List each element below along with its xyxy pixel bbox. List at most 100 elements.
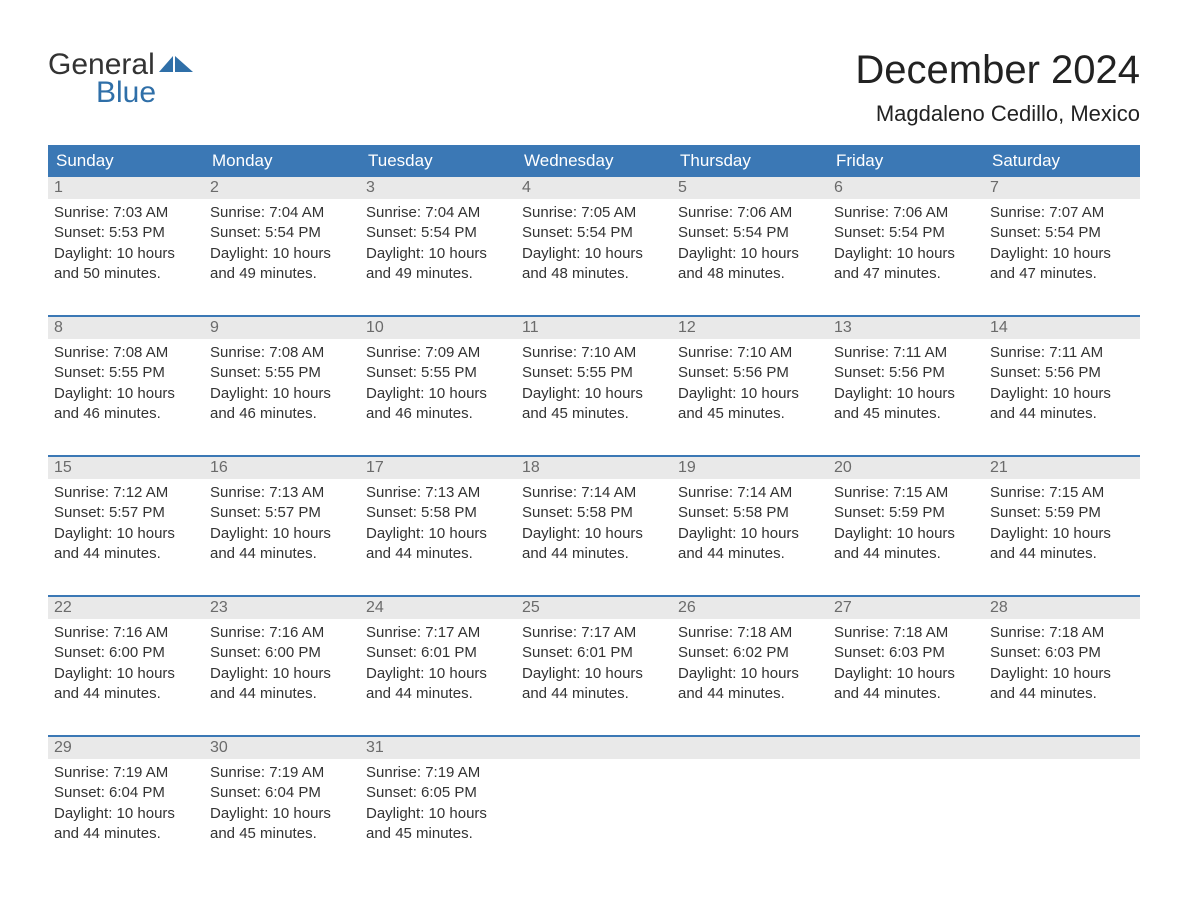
day-content: Sunrise: 7:16 AMSunset: 6:00 PMDaylight:… (204, 619, 360, 704)
daylight-line1: Daylight: 10 hours (210, 804, 354, 824)
day-number-row: . (516, 737, 672, 759)
daylight-line2: and 44 minutes. (366, 684, 510, 704)
day-content: Sunrise: 7:19 AMSunset: 6:04 PMDaylight:… (48, 759, 204, 844)
sunset-text: Sunset: 5:54 PM (834, 223, 978, 243)
day-number-row: 31 (360, 737, 516, 759)
day-number: 28 (990, 599, 1008, 616)
day-number-row: 20 (828, 457, 984, 479)
sunrise-text: Sunrise: 7:10 AM (522, 343, 666, 363)
week-row: 1Sunrise: 7:03 AMSunset: 5:53 PMDaylight… (48, 177, 1140, 297)
day-cell: 17 Sunrise: 7:13 AMSunset: 5:58 PMDayligh… (360, 457, 516, 577)
day-number-row: 8 (48, 317, 204, 339)
sunrise-text: Sunrise: 7:18 AM (678, 623, 822, 643)
daylight-line1: Daylight: 10 hours (54, 804, 198, 824)
day-number-row: 22 (48, 597, 204, 619)
daylight-line2: and 44 minutes. (678, 684, 822, 704)
sunrise-text: Sunrise: 7:16 AM (54, 623, 198, 643)
day-cell: . (672, 737, 828, 857)
day-number: 11 (522, 319, 539, 336)
day-cell: 8 Sunrise: 7:08 AMSunset: 5:55 PMDaylight… (48, 317, 204, 437)
day-cell: 25Sunrise: 7:17 AMSunset: 6:01 PMDayligh… (516, 597, 672, 717)
day-content: Sunrise: 7:08 AMSunset: 5:55 PMDaylight:… (48, 339, 204, 424)
daylight-line2: and 45 minutes. (522, 404, 666, 424)
day-content: Sunrise: 7:04 AMSunset: 5:54 PMDaylight:… (360, 199, 516, 284)
day-content: Sunrise: 7:15 AMSunset: 5:59 PMDaylight:… (984, 479, 1140, 564)
day-number-row: 15 (48, 457, 204, 479)
weekday-header: Tuesday (360, 145, 516, 177)
day-cell: . (828, 737, 984, 857)
weekday-header: Thursday (672, 145, 828, 177)
day-number: 25 (522, 599, 540, 616)
sunset-text: Sunset: 5:54 PM (678, 223, 822, 243)
day-content: Sunrise: 7:06 AMSunset: 5:54 PMDaylight:… (828, 199, 984, 284)
daylight-line2: and 44 minutes. (834, 544, 978, 564)
calendar: Sunday Monday Tuesday Wednesday Thursday… (48, 145, 1140, 857)
day-number-row: 27 (828, 597, 984, 619)
logo-word-blue: Blue (96, 76, 193, 110)
day-number: 23 (210, 599, 228, 616)
day-cell: . (984, 737, 1140, 857)
sunrise-text: Sunrise: 7:04 AM (210, 203, 354, 223)
day-number-row: 6 (828, 177, 984, 199)
daylight-line1: Daylight: 10 hours (366, 524, 510, 544)
sunrise-text: Sunrise: 7:17 AM (522, 623, 666, 643)
day-content: Sunrise: 7:18 AMSunset: 6:02 PMDaylight:… (672, 619, 828, 704)
day-number: 31 (366, 739, 384, 756)
daylight-line1: Daylight: 10 hours (210, 664, 354, 684)
day-cell: 31 Sunrise: 7:19 AMSunset: 6:05 PMDayligh… (360, 737, 516, 857)
sunset-text: Sunset: 5:56 PM (990, 363, 1134, 383)
daylight-line1: Daylight: 10 hours (210, 524, 354, 544)
day-number: 8 (54, 319, 63, 336)
sunset-text: Sunset: 6:00 PM (210, 643, 354, 663)
day-number: 17 (366, 459, 384, 476)
sunset-text: Sunset: 5:55 PM (54, 363, 198, 383)
day-cell: 3 Sunrise: 7:04 AMSunset: 5:54 PMDaylight… (360, 177, 516, 297)
daylight-line2: and 49 minutes. (366, 264, 510, 284)
day-number: 15 (54, 459, 72, 476)
day-number: 14 (990, 319, 1008, 336)
daylight-line1: Daylight: 10 hours (522, 384, 666, 404)
sunset-text: Sunset: 6:00 PM (54, 643, 198, 663)
daylight-line1: Daylight: 10 hours (54, 384, 198, 404)
day-number: 5 (678, 179, 687, 196)
day-number-row: 3 (360, 177, 516, 199)
daylight-line1: Daylight: 10 hours (54, 244, 198, 264)
day-number-row: . (984, 737, 1140, 759)
day-number-row: 4 (516, 177, 672, 199)
sunrise-text: Sunrise: 7:11 AM (990, 343, 1134, 363)
day-cell: 20Sunrise: 7:15 AMSunset: 5:59 PMDayligh… (828, 457, 984, 577)
day-number: 27 (834, 599, 852, 616)
day-cell: 24Sunrise: 7:17 AMSunset: 6:01 PMDayligh… (360, 597, 516, 717)
day-number: 3 (366, 179, 375, 196)
day-number-row: 1 (48, 177, 204, 199)
sunrise-text: Sunrise: 7:05 AM (522, 203, 666, 223)
daylight-line1: Daylight: 10 hours (522, 244, 666, 264)
day-cell: 28Sunrise: 7:18 AMSunset: 6:03 PMDayligh… (984, 597, 1140, 717)
day-number: 19 (678, 459, 696, 476)
sunrise-text: Sunrise: 7:03 AM (54, 203, 198, 223)
daylight-line2: and 44 minutes. (366, 544, 510, 564)
daylight-line1: Daylight: 10 hours (54, 524, 198, 544)
day-cell: 15Sunrise: 7:12 AMSunset: 5:57 PMDayligh… (48, 457, 204, 577)
day-cell: 12Sunrise: 7:10 AMSunset: 5:56 PMDayligh… (672, 317, 828, 437)
sunset-text: Sunset: 6:03 PM (990, 643, 1134, 663)
sunset-text: Sunset: 6:01 PM (522, 643, 666, 663)
day-content: Sunrise: 7:19 AMSunset: 6:05 PMDaylight:… (360, 759, 516, 844)
sunrise-text: Sunrise: 7:17 AM (366, 623, 510, 643)
daylight-line2: and 44 minutes. (54, 824, 198, 844)
daylight-line1: Daylight: 10 hours (366, 804, 510, 824)
day-number: 1 (54, 179, 63, 196)
day-number-row: . (828, 737, 984, 759)
day-content: Sunrise: 7:04 AMSunset: 5:54 PMDaylight:… (204, 199, 360, 284)
day-number: 21 (990, 459, 1008, 476)
daylight-line2: and 44 minutes. (990, 544, 1134, 564)
sunset-text: Sunset: 5:58 PM (678, 503, 822, 523)
sunset-text: Sunset: 5:58 PM (366, 503, 510, 523)
sunset-text: Sunset: 6:03 PM (834, 643, 978, 663)
day-content: Sunrise: 7:13 AMSunset: 5:58 PMDaylight:… (360, 479, 516, 564)
daylight-line1: Daylight: 10 hours (678, 244, 822, 264)
daylight-line2: and 48 minutes. (522, 264, 666, 284)
daylight-line1: Daylight: 10 hours (522, 524, 666, 544)
sunrise-text: Sunrise: 7:06 AM (678, 203, 822, 223)
day-number: 29 (54, 739, 72, 756)
